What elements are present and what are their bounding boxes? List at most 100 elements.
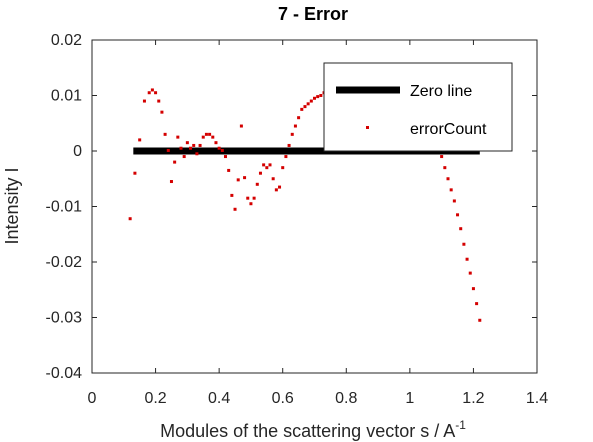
error-point bbox=[163, 132, 167, 136]
error-point bbox=[278, 185, 282, 189]
error-point bbox=[306, 102, 310, 106]
error-point bbox=[468, 271, 472, 275]
error-point bbox=[201, 135, 205, 139]
error-point bbox=[224, 155, 227, 159]
error-point bbox=[459, 227, 463, 231]
error-point bbox=[147, 91, 151, 95]
error-point bbox=[204, 132, 208, 136]
error-point bbox=[274, 188, 278, 192]
error-point bbox=[138, 138, 142, 142]
error-point bbox=[176, 135, 180, 139]
error-point bbox=[133, 171, 137, 175]
x-tick-label: 0 bbox=[88, 390, 97, 407]
error-point bbox=[233, 207, 237, 211]
y-axis-label: Intensity I bbox=[2, 167, 22, 244]
x-axis-label-superscript: -1 bbox=[455, 418, 466, 432]
error-point bbox=[249, 202, 253, 206]
error-point bbox=[313, 96, 316, 100]
error-point bbox=[214, 141, 218, 145]
error-point bbox=[252, 196, 256, 200]
error-point bbox=[268, 163, 272, 167]
x-tick-label: 0.8 bbox=[335, 390, 357, 407]
x-tick-label: 1.2 bbox=[462, 390, 484, 407]
y-tick-label: 0 bbox=[73, 143, 82, 160]
error-point bbox=[446, 177, 450, 181]
error-point bbox=[449, 188, 453, 192]
error-point bbox=[316, 95, 320, 99]
x-tick-label: 0.6 bbox=[272, 390, 294, 407]
y-axis-ticks: 0.02 0.01 0 -0.01 -0.02 -0.03 -0.04 bbox=[46, 32, 537, 382]
error-point bbox=[169, 180, 173, 184]
error-point bbox=[208, 132, 212, 136]
error-point bbox=[160, 110, 164, 114]
error-point bbox=[239, 124, 243, 128]
error-point bbox=[281, 166, 285, 170]
legend-error-swatch bbox=[366, 126, 369, 129]
error-point bbox=[182, 155, 186, 159]
error-point bbox=[157, 99, 161, 103]
chart-title: 7 - Error bbox=[278, 4, 348, 24]
error-point bbox=[262, 163, 266, 167]
error-point bbox=[478, 318, 482, 322]
legend-error-label: errorCount bbox=[410, 121, 487, 138]
y-tick-label: 0.02 bbox=[51, 32, 82, 49]
legend-box bbox=[323, 62, 513, 152]
legend-zero-line-label: Zero line bbox=[410, 83, 472, 100]
error-point bbox=[287, 143, 291, 147]
error-point bbox=[246, 196, 250, 200]
error-point bbox=[255, 182, 259, 186]
error-point bbox=[179, 146, 183, 150]
error-point bbox=[290, 132, 294, 136]
error-point bbox=[189, 146, 193, 150]
error-point bbox=[236, 178, 240, 182]
error-point bbox=[462, 242, 466, 246]
error-point bbox=[185, 141, 189, 145]
error-point bbox=[265, 166, 269, 170]
y-tick-label: -0.02 bbox=[46, 254, 83, 271]
x-tick-label: 1.4 bbox=[526, 390, 548, 407]
error-point bbox=[475, 302, 479, 306]
error-point bbox=[258, 171, 262, 175]
error-point bbox=[227, 168, 231, 172]
x-tick-label: 0.2 bbox=[144, 390, 166, 407]
error-point bbox=[456, 213, 460, 217]
x-tick-label: 0.4 bbox=[208, 390, 230, 407]
y-tick-label: 0.01 bbox=[51, 88, 82, 105]
error-point bbox=[230, 193, 234, 197]
y-tick-label: -0.04 bbox=[46, 365, 83, 382]
error-point bbox=[150, 88, 154, 92]
x-tick-label: 1 bbox=[405, 390, 414, 407]
error-point bbox=[128, 217, 132, 221]
error-point bbox=[154, 91, 158, 95]
error-point bbox=[471, 287, 475, 291]
error-point bbox=[195, 152, 199, 156]
y-tick-label: -0.01 bbox=[46, 199, 83, 216]
error-point bbox=[303, 105, 307, 109]
error-point bbox=[243, 176, 247, 180]
error-point bbox=[284, 155, 288, 159]
y-tick-label: -0.03 bbox=[46, 310, 83, 327]
error-point bbox=[220, 148, 224, 152]
error-point bbox=[192, 143, 196, 147]
error-point bbox=[465, 257, 469, 261]
error-point bbox=[166, 148, 170, 152]
legend: Zero line errorCount bbox=[323, 62, 513, 152]
error-point bbox=[452, 199, 456, 203]
error-point bbox=[211, 135, 215, 139]
error-point bbox=[309, 99, 313, 103]
error-point bbox=[443, 166, 447, 170]
x-axis-label: Modules of the scattering vector s / A-1 bbox=[160, 418, 466, 441]
x-axis-label-main: Modules of the scattering vector s / A bbox=[160, 421, 455, 441]
error-point bbox=[319, 94, 323, 97]
error-point bbox=[440, 155, 444, 159]
error-point bbox=[271, 177, 275, 181]
error-point bbox=[217, 146, 221, 150]
error-point bbox=[300, 107, 304, 111]
error-point bbox=[198, 143, 202, 147]
error-point bbox=[142, 99, 146, 103]
error-point bbox=[297, 116, 301, 120]
error-point bbox=[173, 160, 177, 164]
x-axis-ticks: 0 0.2 0.4 0.6 0.8 1 1.2 1.4 bbox=[88, 40, 548, 407]
error-point bbox=[293, 124, 297, 128]
